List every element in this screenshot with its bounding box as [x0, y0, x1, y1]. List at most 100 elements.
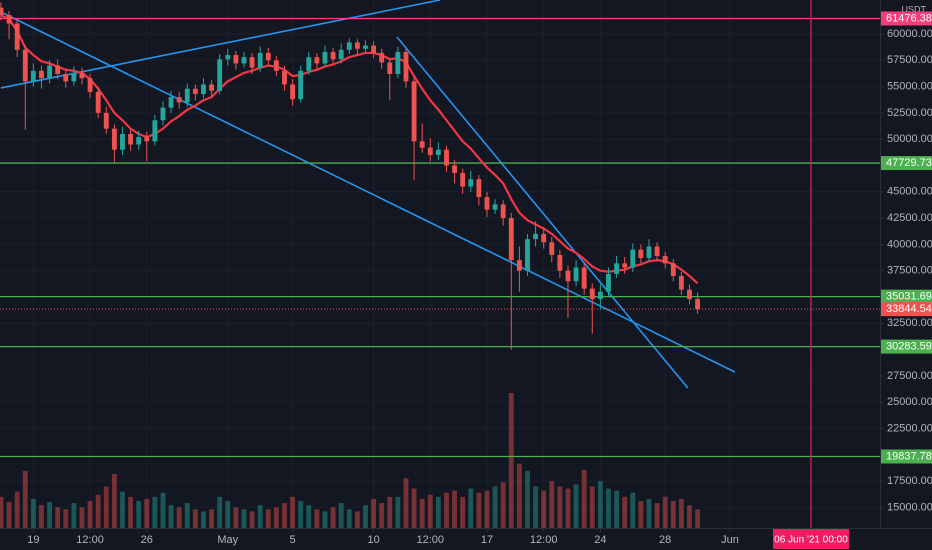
candle-body — [549, 242, 555, 255]
candle-body — [638, 249, 644, 259]
candle-body — [6, 15, 12, 24]
last-price-box — [881, 302, 932, 317]
x-tick-label: 12:00 — [417, 534, 445, 546]
candle-body — [363, 45, 368, 49]
x-tick-label: 12:00 — [530, 534, 558, 546]
time-marker-box — [772, 529, 849, 549]
candle-body — [111, 128, 117, 150]
level-label-box — [881, 339, 932, 354]
candle-body — [525, 239, 530, 271]
candle-body — [63, 73, 69, 82]
y-tick-label: 55000.00 — [887, 81, 932, 93]
candle-body — [257, 52, 263, 68]
volume-bar — [638, 501, 644, 528]
candle-body — [435, 149, 441, 155]
y-tick-label: 45000.00 — [887, 186, 932, 198]
volume-bar — [290, 496, 296, 528]
volume-bar — [484, 490, 490, 528]
x-tick-label: 28 — [659, 534, 671, 546]
level-label: 30283.59 — [886, 341, 932, 353]
volume-bar — [225, 501, 231, 528]
y-tick-label: 15000.00 — [887, 501, 932, 513]
candle-body — [460, 172, 466, 187]
candle-body — [581, 267, 587, 289]
volume-bar — [346, 509, 352, 528]
candle-body — [395, 51, 401, 74]
x-tick-label: Jun — [721, 534, 739, 546]
candle-body — [508, 218, 514, 261]
volume-bar — [379, 503, 385, 528]
volume-bar — [111, 474, 117, 528]
candles-layer — [0, 2, 701, 350]
volume-bar — [176, 507, 182, 528]
volume-bar — [22, 470, 28, 528]
labels-layer: 61476.38 47729.73 35031.69 30283.59 19837.78… — [772, 11, 932, 549]
candle-body — [695, 299, 701, 310]
volume-bar — [14, 491, 20, 528]
volume-bar — [460, 496, 466, 528]
y-tick-label: 40000.00 — [887, 238, 932, 250]
candle-body — [338, 49, 344, 60]
volume-bar — [387, 496, 393, 528]
candle-body — [306, 57, 312, 71]
volume-bar — [136, 501, 142, 528]
volume-layer — [0, 393, 701, 528]
candle-body — [201, 84, 206, 94]
candle-body — [403, 51, 409, 82]
level-label: 19837.78 — [886, 450, 932, 462]
volume-bar — [435, 496, 441, 528]
volume-bar — [492, 486, 498, 528]
volume-bar — [687, 505, 692, 528]
y-tick-label: 37500.00 — [887, 265, 932, 277]
volume-bar — [160, 492, 166, 528]
candle-body — [265, 52, 271, 61]
volume-bar — [0, 496, 4, 528]
volume-bar — [87, 501, 93, 528]
y-tick-label: 27500.00 — [887, 370, 932, 382]
volume-bar — [282, 503, 287, 528]
candle-body — [0, 7, 4, 16]
volume-bar — [63, 509, 69, 528]
y-tick-label: 57500.00 — [887, 54, 932, 66]
y-tick-label: 25000.00 — [887, 396, 932, 408]
candle-body — [654, 246, 660, 256]
level-label-box — [881, 156, 932, 171]
volume-bar — [476, 492, 482, 528]
moving-average-line — [0, 14, 699, 285]
candle-body — [282, 70, 287, 85]
x-tick-label: 10 — [367, 534, 379, 546]
volume-bar — [192, 509, 198, 528]
candle-body — [14, 23, 20, 50]
candle-body — [468, 179, 474, 187]
volume-bar — [614, 490, 620, 528]
volume-bar — [695, 509, 701, 528]
volume-bar — [314, 509, 320, 528]
candle-body — [217, 59, 223, 91]
candle-body — [589, 288, 595, 300]
candle-body — [565, 270, 571, 282]
candle-body — [444, 149, 449, 166]
candle-body — [128, 133, 134, 145]
volume-bar — [670, 501, 676, 528]
ma-layer — [0, 14, 699, 285]
candle-body — [371, 45, 377, 53]
candle-body — [411, 81, 417, 142]
volume-bar — [500, 482, 506, 528]
volume-bar — [533, 486, 539, 528]
candle-body — [330, 51, 336, 60]
x-tick-label: 12:00 — [76, 534, 104, 546]
volume-bar — [6, 502, 12, 528]
candle-body — [168, 97, 174, 108]
volume-bar — [565, 488, 571, 528]
candle-body — [427, 147, 433, 155]
candle-body — [476, 179, 482, 198]
last-price-label: 33844.54 — [886, 303, 932, 315]
y-tick-label: 52500.00 — [887, 107, 932, 119]
volume-bar — [30, 498, 36, 528]
candle-body — [79, 72, 85, 79]
volume-bar — [306, 505, 312, 528]
volume-bar — [419, 498, 425, 528]
volume-bar — [103, 486, 109, 528]
